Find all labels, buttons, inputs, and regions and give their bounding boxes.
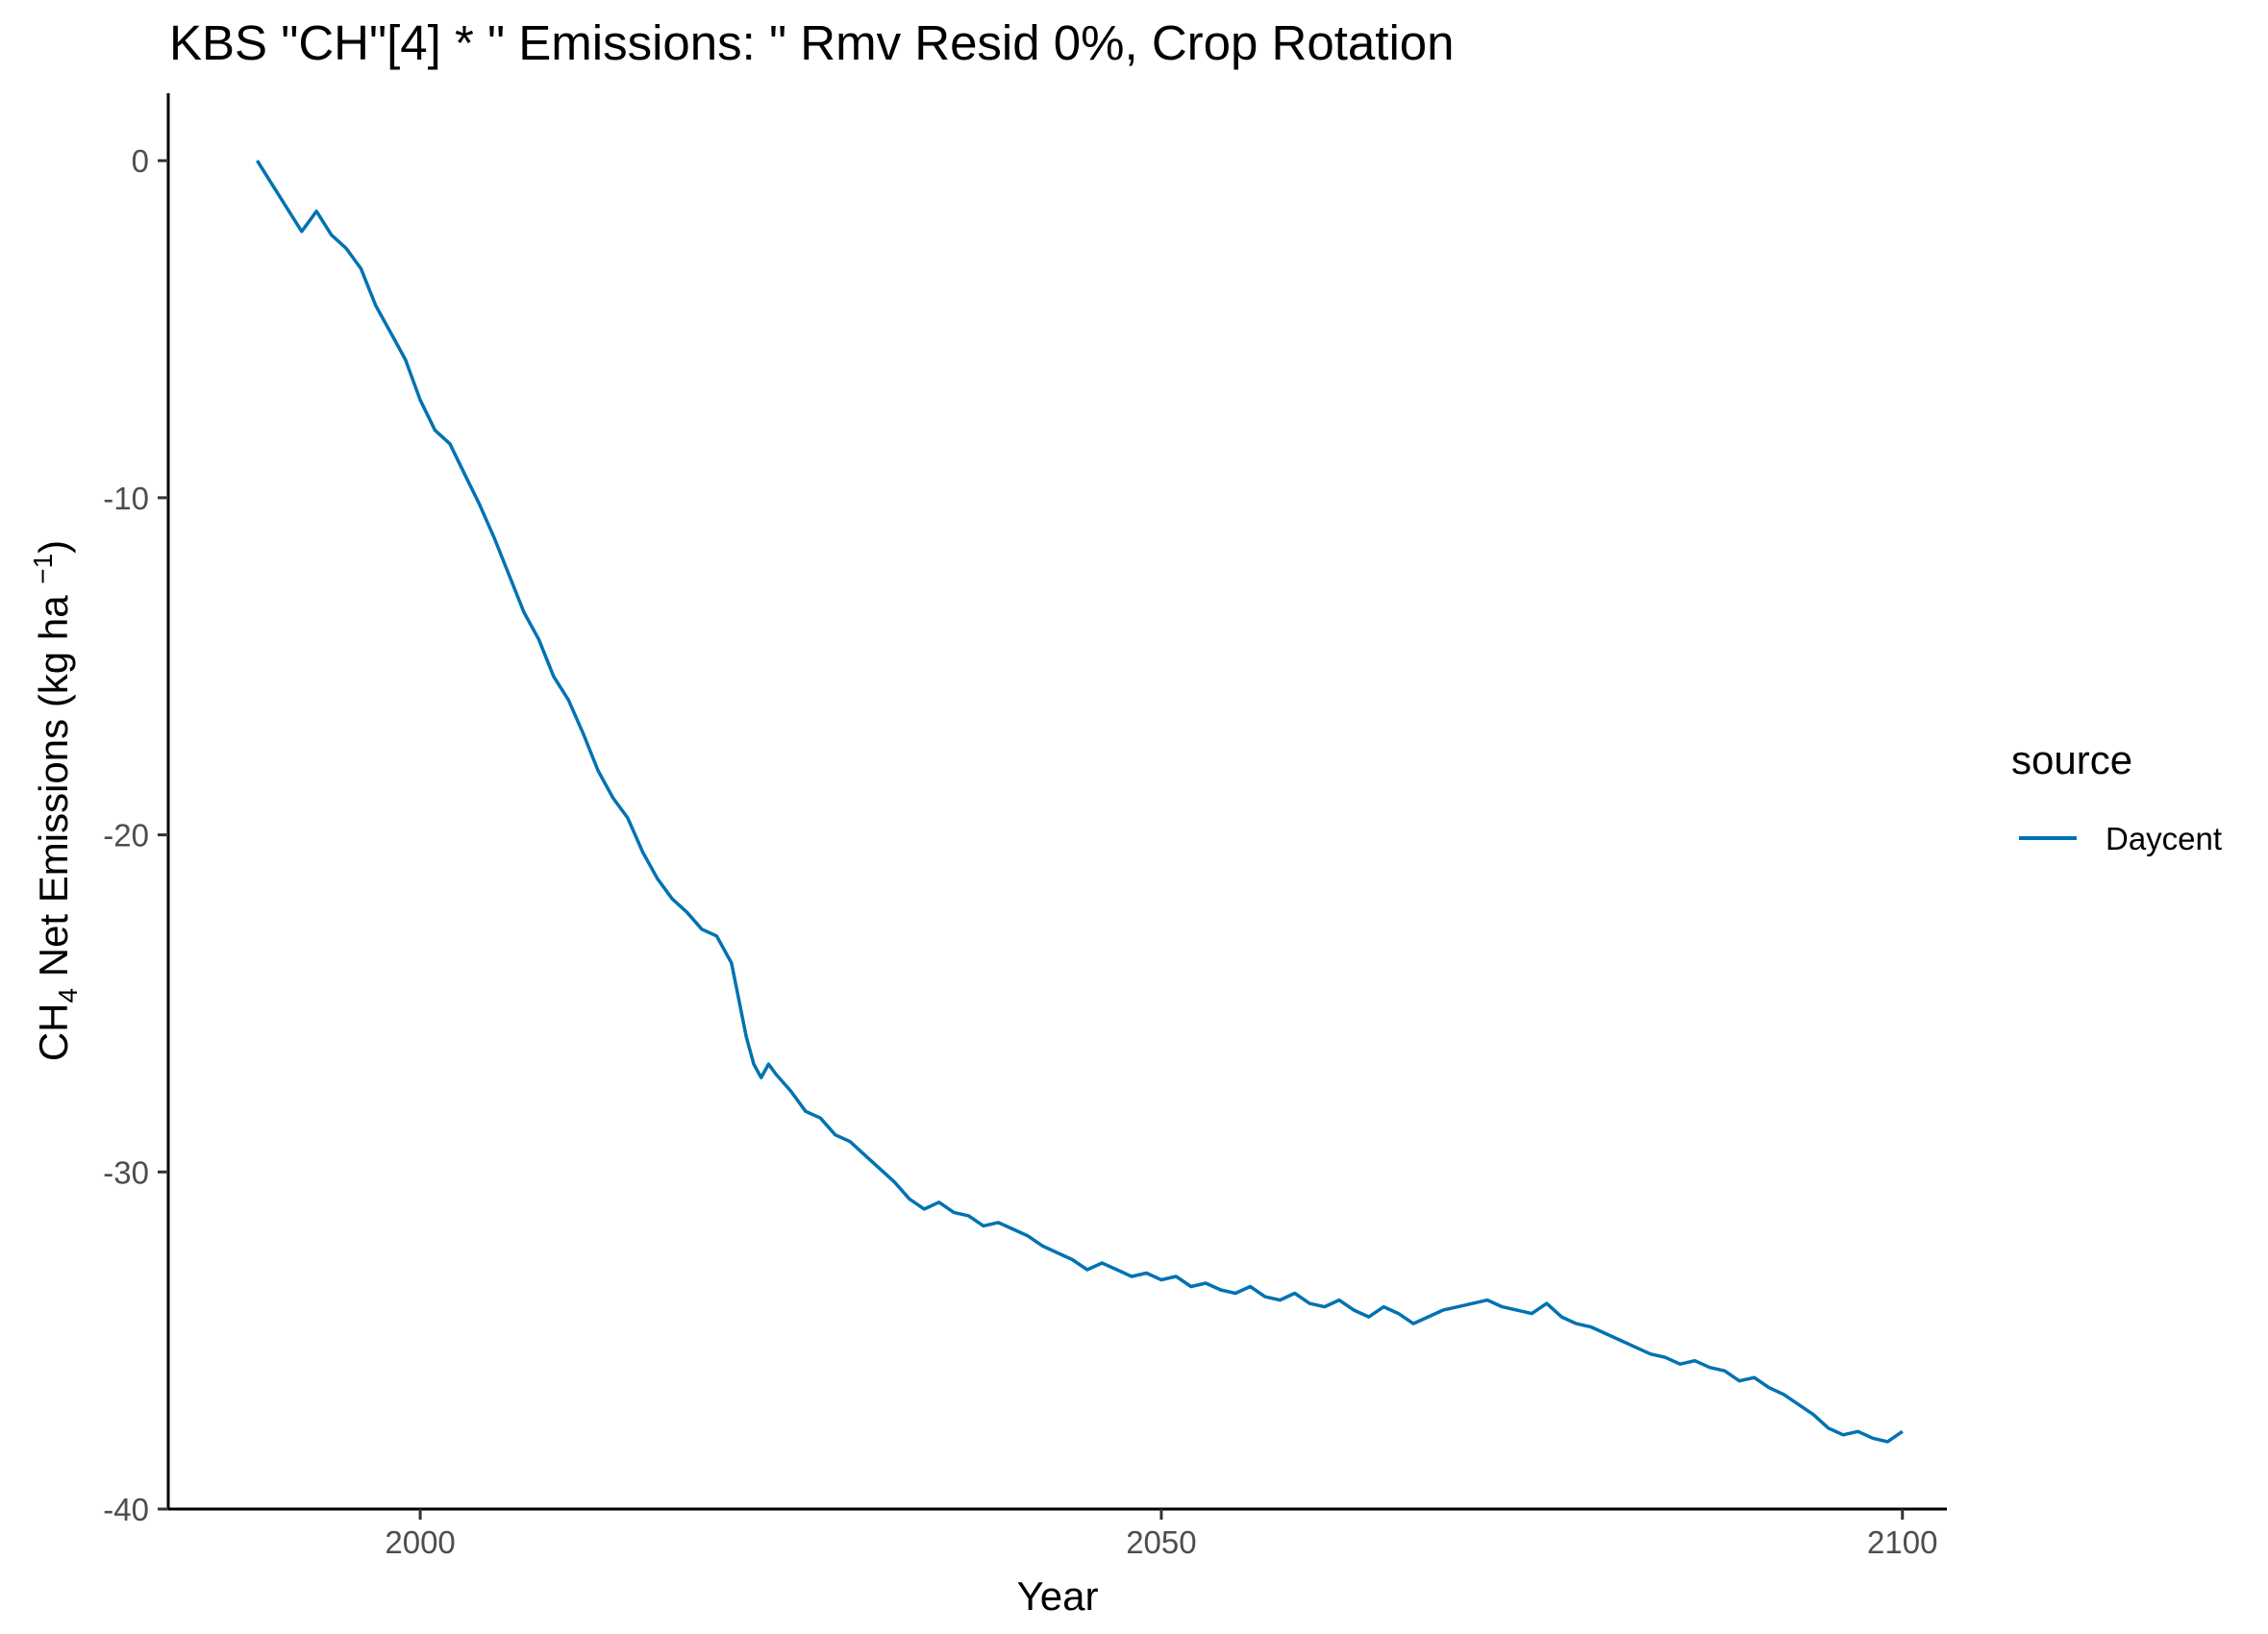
x-axis: 2000 2050 2100 [168,1507,1947,1560]
y-tick-label: -30 [103,1154,149,1190]
chart-title: KBS "CH"[4] * " Emissions: " Rmv Resid 0… [169,15,1455,70]
y-axis: 0 -10 -20 -30 -40 [103,93,170,1527]
series-line-daycent [256,160,1904,1444]
y-axis-title-superscript: −1 [28,554,58,584]
legend-label-daycent: Daycent [2106,821,2222,856]
y-axis-ticks: 0 -10 -20 -30 -40 [103,143,168,1527]
y-tick-label: -20 [103,818,149,854]
y-tick-label: -10 [103,481,149,516]
x-axis-ticks: 2000 2050 2100 [385,1509,1937,1560]
y-tick-label: -40 [103,1492,149,1527]
y-tick-label: 0 [132,143,149,179]
y-axis-title-subscript: 4 [53,988,83,1003]
plot-area [256,160,1904,1444]
legend-title: source [2011,737,2132,782]
legend: source Daycent [2011,737,2222,856]
y-axis-title-main: CH [31,1003,76,1062]
x-tick-label: 2050 [1126,1524,1196,1560]
y-axis-title-close: ) [31,540,76,554]
x-axis-title: Year [1017,1573,1099,1619]
x-tick-label: 2000 [385,1524,455,1560]
y-axis-title: CH4 Net Emissions (kg ha −1) [28,540,83,1061]
y-axis-title-text: Net Emissions (kg ha [31,584,76,988]
x-tick-label: 2100 [1867,1524,1937,1560]
